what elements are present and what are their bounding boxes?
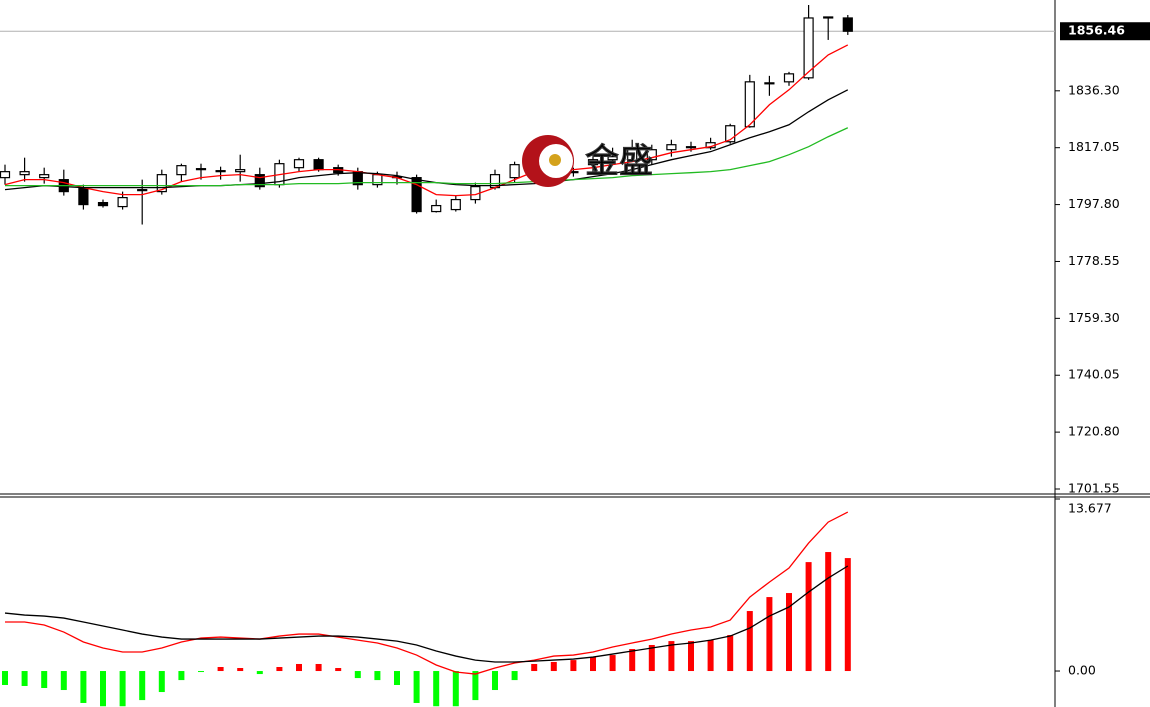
watermark: 金盛 (522, 135, 654, 187)
histogram-bar (21, 671, 28, 686)
candle-body (39, 174, 50, 179)
candle-body (744, 81, 755, 128)
histogram-bar (276, 667, 283, 672)
histogram-bar (452, 671, 459, 707)
candle-body (842, 17, 853, 32)
histogram-bar (668, 641, 675, 672)
histogram-bar (335, 668, 342, 672)
histogram-bar (315, 663, 322, 672)
logo-dot (549, 154, 561, 166)
candle-body (78, 187, 89, 206)
histogram-bar (727, 635, 734, 672)
y-tick-label: 1759.30 (1068, 310, 1120, 325)
histogram-bar (492, 671, 498, 691)
histogram-bar (394, 671, 400, 685)
histogram-bar (844, 558, 851, 672)
indicator-line (4, 565, 849, 663)
y-tick-label: 13.677 (1068, 501, 1112, 516)
candle-body (725, 125, 736, 143)
indicator-line (4, 44, 849, 197)
y-tick-label: 1836.30 (1068, 82, 1120, 97)
histogram-bar (550, 661, 557, 672)
indicator-line (4, 89, 849, 191)
histogram-bar (531, 663, 538, 672)
watermark-text: 金盛 (585, 142, 653, 182)
histogram-bar (217, 667, 224, 672)
candle-body (607, 156, 618, 161)
y-tick-label: 1720.80 (1068, 424, 1120, 439)
histogram-bar (158, 671, 165, 693)
candle-body (176, 165, 187, 176)
y-tick-label: 1817.05 (1068, 139, 1120, 154)
histogram-bar (511, 671, 518, 681)
histogram-bar (374, 671, 381, 681)
y-tick-label: 0.00 (1068, 663, 1096, 678)
indicator-line (5, 127, 849, 187)
histogram-bar (746, 611, 753, 672)
histogram-bar (707, 640, 714, 672)
candle-body (156, 174, 167, 193)
histogram-bar (198, 671, 204, 673)
histogram-bar (100, 671, 106, 707)
histogram-bar (354, 671, 361, 679)
histogram-bar (2, 671, 8, 685)
candle-body (215, 170, 226, 173)
candle-body (450, 198, 461, 211)
candle-body (509, 164, 520, 179)
histogram-bar (80, 671, 87, 703)
histogram-bar (570, 660, 577, 672)
candle-body (431, 204, 442, 213)
candle-body (195, 168, 207, 171)
histogram-bar (433, 671, 440, 707)
y-tick-label: 1740.05 (1068, 367, 1120, 382)
histogram-bar (648, 644, 655, 672)
candle-body (313, 159, 324, 171)
candle-body (117, 197, 128, 208)
indicator-line (5, 511, 849, 675)
candle-body (783, 73, 795, 83)
histogram-bar (590, 657, 596, 672)
histogram-bar (60, 671, 67, 691)
histogram-bar (805, 562, 812, 672)
histogram-bar (256, 671, 263, 675)
histogram-bar (139, 671, 146, 701)
histogram-bar (609, 655, 616, 672)
candle-body (587, 159, 599, 166)
histogram-bar (688, 641, 694, 672)
candle-body (411, 177, 422, 213)
candle-body (235, 169, 246, 173)
histogram-bar (296, 663, 302, 672)
last-price-label: 1856.46 (1068, 23, 1125, 38)
candle-body (0, 171, 11, 179)
histogram-bar (825, 552, 832, 672)
histogram-bar (41, 671, 48, 689)
y-tick-label: 1797.80 (1068, 196, 1120, 211)
y-tick-label: 1701.55 (1068, 481, 1120, 496)
candle-body (803, 17, 814, 79)
candle-body (97, 201, 109, 207)
candle-body (293, 159, 305, 169)
histogram-bar (413, 671, 420, 703)
y-tick-label: 1778.55 (1068, 253, 1120, 268)
histogram-bar (237, 668, 244, 672)
histogram-bar (472, 671, 479, 701)
candle-body (646, 149, 657, 161)
candle-body (19, 171, 30, 176)
last-price-box (1060, 22, 1150, 41)
candle-body (685, 146, 697, 149)
histogram-bar (629, 649, 636, 672)
histogram-bar (178, 671, 185, 681)
candle-body (666, 144, 677, 151)
histogram-bar (119, 671, 126, 707)
candle-body (137, 189, 148, 192)
histogram-bar (766, 597, 773, 672)
candle-body (764, 82, 775, 85)
candle-body (823, 16, 834, 19)
candle-body (627, 147, 638, 166)
candle-body (254, 174, 265, 188)
histogram-bar (786, 593, 792, 672)
